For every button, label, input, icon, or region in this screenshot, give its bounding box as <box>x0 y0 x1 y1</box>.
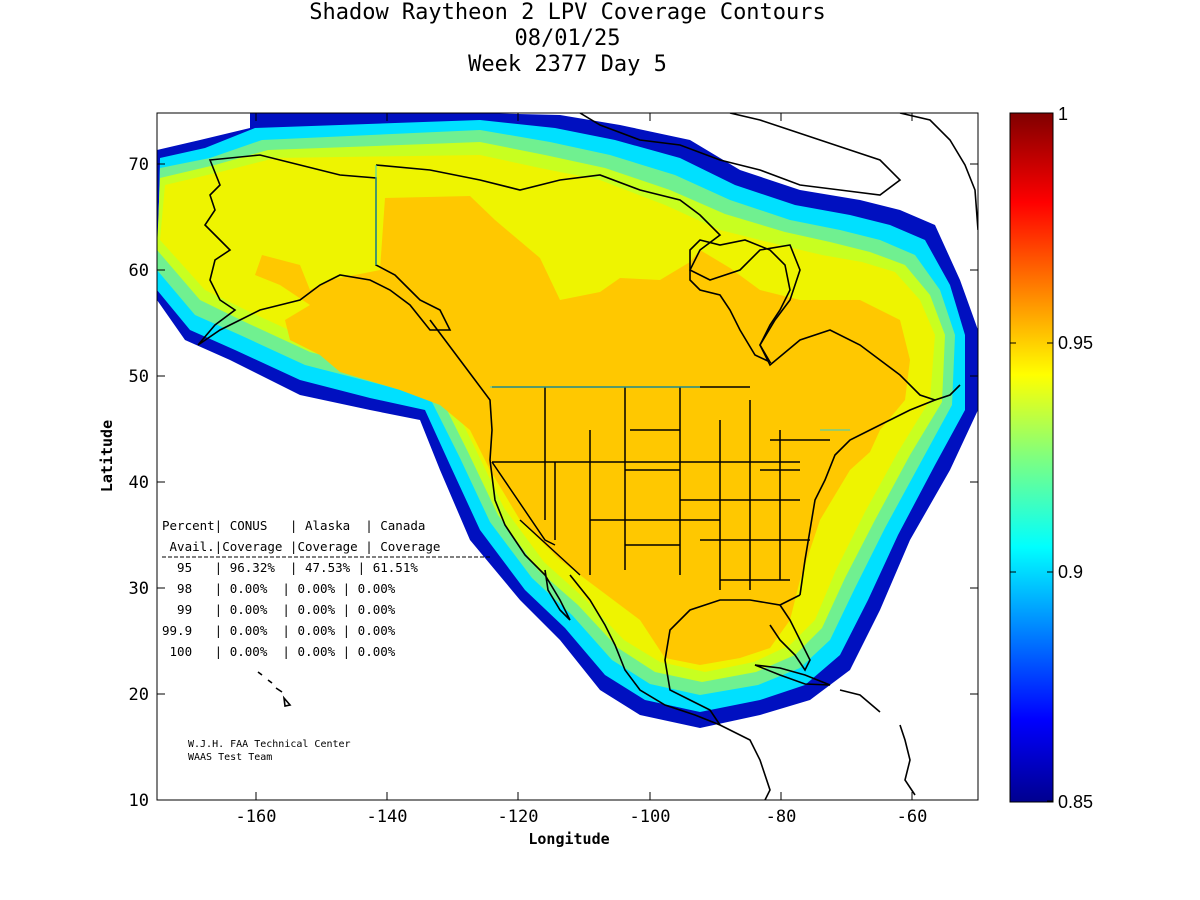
y-tick-label: 30 <box>129 579 149 599</box>
y-axis-label: Latitude <box>98 420 116 492</box>
coast-hudson-bay <box>689 239 791 364</box>
auxiliary-borders <box>375 165 850 431</box>
coast-florida <box>769 604 811 672</box>
coast-cuba <box>754 664 831 686</box>
colorbar-tick-label: 0.95 <box>1058 333 1093 353</box>
table-row: 99 | 0.00% | 0.00% | 0.00% <box>162 602 396 617</box>
table-row: 95 | 96.32% | 47.53% | 61.51% <box>162 560 418 575</box>
x-tick-label: -60 <box>897 807 928 827</box>
colorbar-tick-label: 0.9 <box>1058 562 1083 582</box>
x-tick-label: -120 <box>498 807 539 827</box>
x-axis-label: Longitude <box>528 830 609 848</box>
coverage-table: Percent| CONUS | Alaska | Canada Avail.|… <box>162 518 490 659</box>
colorbar <box>1009 112 1054 803</box>
table-header: Avail.|Coverage |Coverage | Coverage <box>162 539 440 554</box>
plot-frame <box>156 112 979 801</box>
x-tick-label: -160 <box>236 807 277 827</box>
credit-line: WAAS Test Team <box>188 752 272 763</box>
colorbar-tick-label: 0.85 <box>1058 792 1093 812</box>
coast-gulf <box>664 594 801 726</box>
coast-canada-north <box>375 164 961 401</box>
chart-title: Shadow Raytheon 2 LPV Coverage Contours <box>309 0 826 25</box>
y-tick-label: 50 <box>129 367 149 387</box>
y-tick-label: 70 <box>129 155 149 175</box>
credit-line: W.J.H. FAA Technical Center <box>188 739 351 750</box>
coast-mexico <box>569 574 771 800</box>
coast-pacific <box>429 319 571 621</box>
table-row: 98 | 0.00% | 0.00% | 0.00% <box>162 581 396 596</box>
x-tick-label: -100 <box>630 807 671 827</box>
colorbar-tick-label: 1 <box>1058 104 1068 124</box>
coast-hawaii <box>257 671 292 707</box>
coast-alaska <box>197 154 452 346</box>
table-row: 100 | 0.00% | 0.00% | 0.00% <box>162 644 396 659</box>
coast-caribbean <box>839 689 916 796</box>
y-tick-label: 60 <box>129 261 149 281</box>
chart-date: 08/01/25 <box>514 26 621 51</box>
coast-arctic-islands <box>579 113 902 196</box>
x-tick-label: -140 <box>367 807 408 827</box>
contour-orange <box>255 196 910 665</box>
y-tick-label: 10 <box>129 791 149 811</box>
x-ticks <box>255 113 913 800</box>
y-ticks <box>157 163 978 695</box>
y-tick-label: 20 <box>129 685 149 705</box>
colorbar-ticks <box>1010 112 1053 802</box>
y-tick-label: 40 <box>129 473 149 493</box>
table-header: Percent| CONUS | Alaska | Canada <box>162 518 425 533</box>
table-row: 99.9 | 0.00% | 0.00% | 0.00% <box>162 623 396 638</box>
coast-greenland <box>899 113 978 231</box>
chart-week: Week 2377 Day 5 <box>468 52 667 77</box>
x-tick-label: -80 <box>766 807 797 827</box>
